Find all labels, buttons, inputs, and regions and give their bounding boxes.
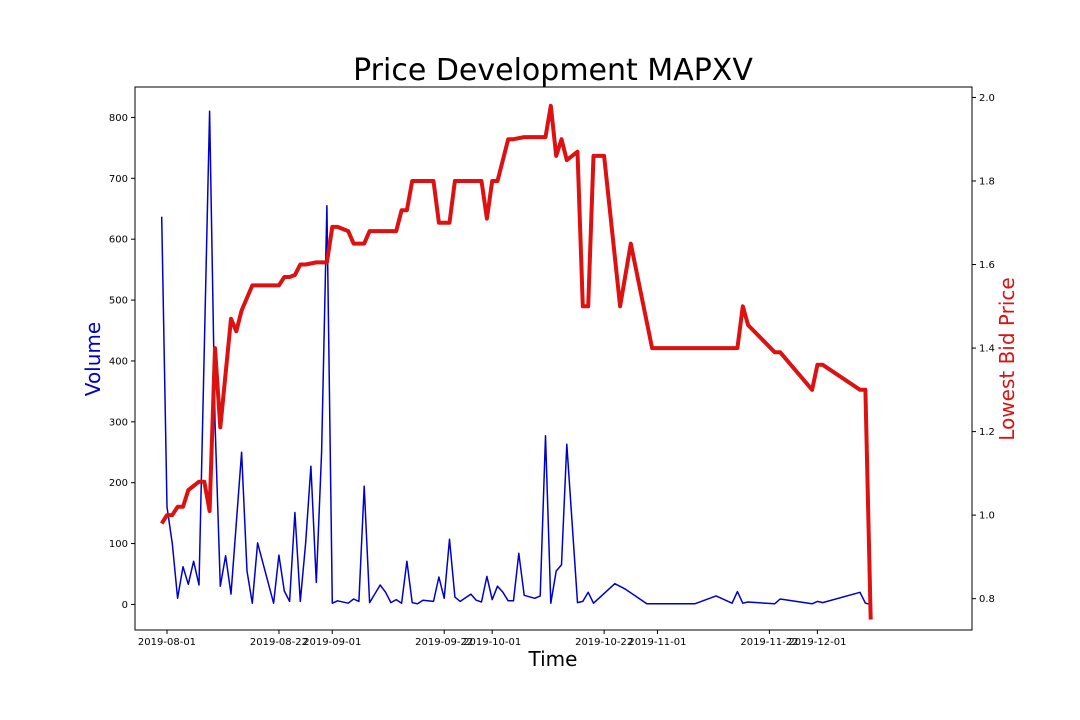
y-right-tick-label: 1.8: [979, 176, 995, 187]
y-left-tick-label: 100: [109, 539, 128, 550]
x-tick-label: 2019-10-01: [463, 637, 521, 648]
y-right-tick-label: 0.8: [979, 594, 995, 605]
y-right-tick-label: 1.6: [979, 260, 995, 271]
y-right-tick-label: 1.4: [979, 344, 995, 355]
y-left-tick-label: 700: [109, 174, 128, 185]
plot-frame: [134, 86, 973, 631]
y-left-tick-label: 400: [109, 356, 128, 367]
x-tick-label: 2019-08-22: [250, 637, 308, 648]
y-left-tick-label: 200: [109, 478, 128, 489]
y-left-tick-label: 300: [109, 417, 128, 428]
x-axis-label: Time: [528, 647, 578, 671]
y-left-tick-label: 0: [122, 600, 128, 611]
plot-area: [160, 103, 873, 620]
y-right-tick-label: 1.0: [979, 511, 995, 522]
x-tick-label: 2019-09-22: [415, 637, 473, 648]
y-axis-label-left: Volume: [81, 322, 105, 396]
price-series-line: [160, 103, 873, 620]
y-left-tick-label: 500: [109, 296, 128, 307]
x-tick-label: 2019-11-22: [740, 637, 798, 648]
y-right-tick-label: 2.0: [979, 93, 995, 104]
x-tick-label: 2019-11-01: [628, 637, 686, 648]
volume-series-line: [160, 110, 871, 606]
y-right-tick-label: 1.2: [979, 427, 995, 438]
y-axis-label-right: Lowest Bid Price: [995, 277, 1019, 440]
chart-title: Price Development MAPXV: [353, 53, 753, 88]
axes: 0 100 200 300 400 500 600 700 800 0.8 1.0 1.2 1.4 1.6…: [109, 86, 995, 648]
x-tick-label: 2019-12-01: [788, 637, 846, 648]
x-tick-label: 2019-10-22: [575, 637, 633, 648]
x-tick-label: 2019-09-01: [303, 637, 361, 648]
x-tick-label: 2019-08-01: [138, 637, 196, 648]
y-left-tick-label: 600: [109, 235, 128, 246]
y-left-tick-label: 800: [109, 113, 128, 124]
